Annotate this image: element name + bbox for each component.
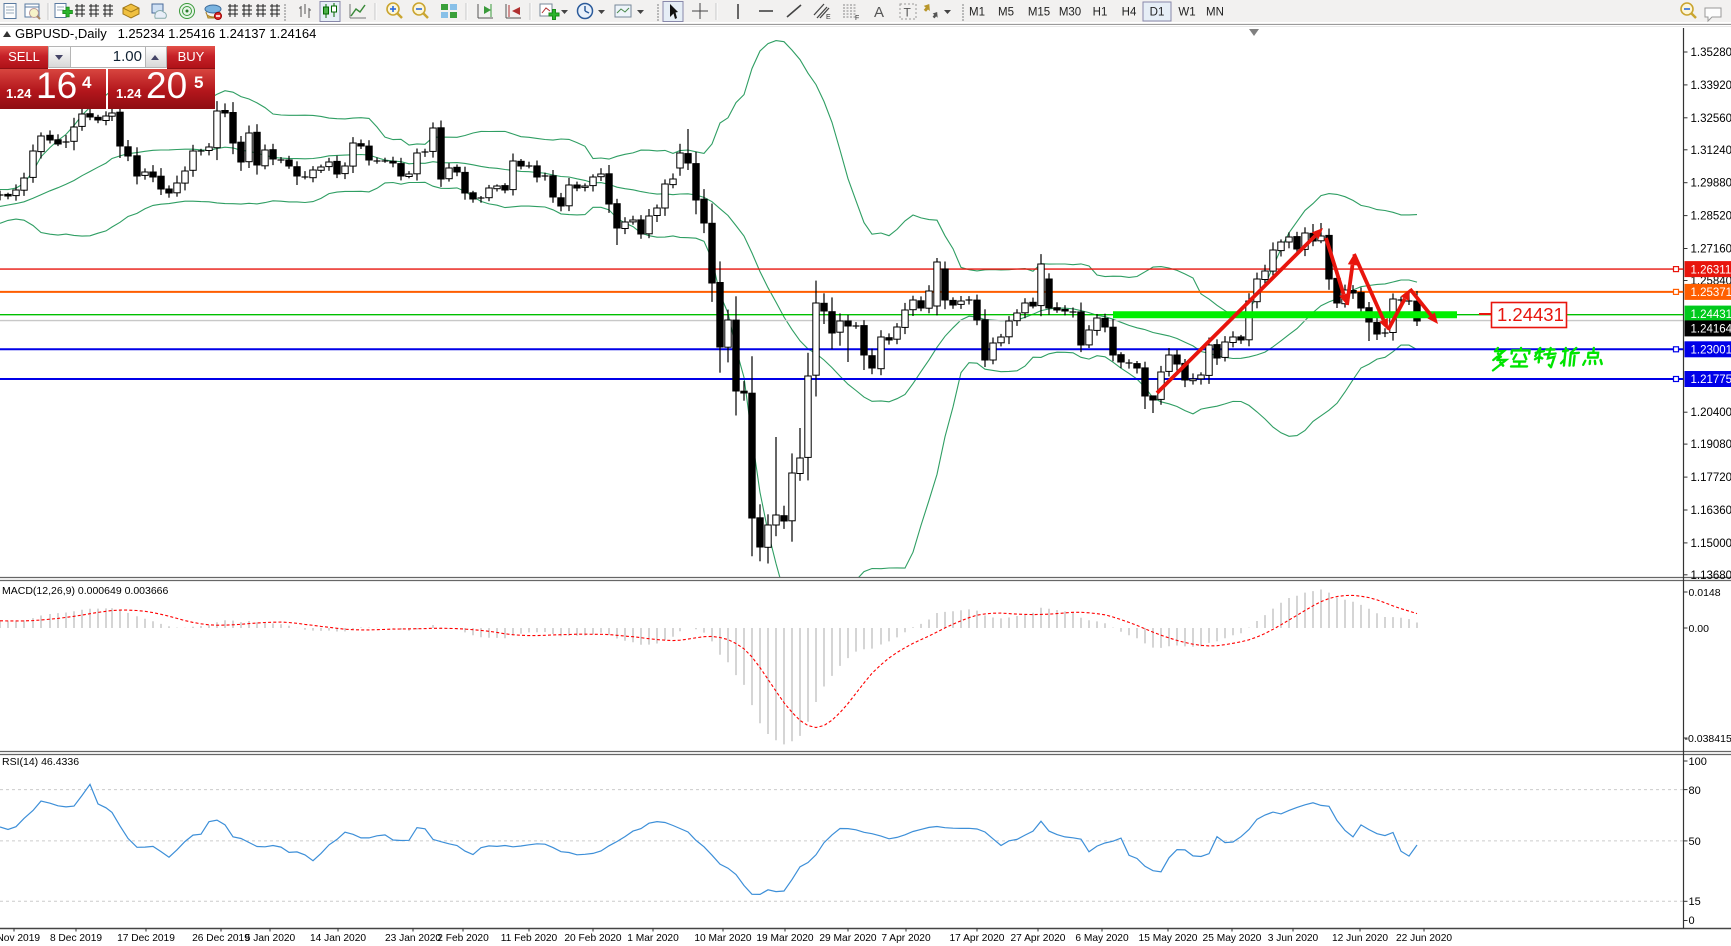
svg-text:W1: W1	[1178, 7, 1195, 19]
svg-text:15 May 2020: 15 May 2020	[1139, 933, 1198, 944]
svg-text:1.29880: 1.29880	[1691, 178, 1731, 190]
svg-text:1.24431: 1.24431	[1497, 304, 1564, 325]
svg-text:22 Jun 2020: 22 Jun 2020	[1396, 933, 1452, 944]
svg-text:11 Feb 2020: 11 Feb 2020	[501, 933, 558, 944]
svg-text:E: E	[826, 14, 831, 21]
svg-text:6 May 2020: 6 May 2020	[1075, 933, 1129, 944]
svg-text:1.16360: 1.16360	[1691, 505, 1731, 517]
svg-text:H4: H4	[1122, 7, 1137, 19]
svg-text:8 Nov 2019: 8 Nov 2019	[0, 933, 40, 944]
svg-text:1.23001: 1.23001	[1691, 345, 1731, 357]
svg-text:1.19080: 1.19080	[1691, 439, 1731, 451]
svg-text:19 Mar 2020: 19 Mar 2020	[756, 933, 814, 944]
svg-text:8 Dec 2019: 8 Dec 2019	[50, 933, 102, 944]
svg-text:1.24431: 1.24431	[1691, 309, 1731, 321]
svg-text:29 Mar 2020: 29 Mar 2020	[819, 933, 877, 944]
svg-text:7 Apr 2020: 7 Apr 2020	[881, 933, 931, 944]
svg-text:1 Mar 2020: 1 Mar 2020	[627, 933, 679, 944]
svg-text:1.13680: 1.13680	[1691, 570, 1731, 582]
svg-text:MACD(12,26,9) 0.000649 0.00366: MACD(12,26,9) 0.000649 0.003666	[2, 585, 169, 597]
svg-text:M1: M1	[969, 7, 985, 19]
svg-text:3 Jun 2020: 3 Jun 2020	[1268, 933, 1319, 944]
svg-text:100: 100	[1689, 756, 1707, 768]
svg-text:50: 50	[1689, 836, 1701, 848]
svg-text:-0.038415: -0.038415	[1685, 733, 1731, 745]
svg-text:D1: D1	[1150, 7, 1165, 19]
svg-text:17 Apr 2020: 17 Apr 2020	[950, 933, 1005, 944]
svg-text:1.33920: 1.33920	[1691, 80, 1731, 92]
svg-text:0.00: 0.00	[1689, 623, 1710, 635]
svg-text:2 Feb 2020: 2 Feb 2020	[437, 933, 489, 944]
svg-text:1.28520: 1.28520	[1691, 211, 1731, 223]
svg-text:5 Jan 2020: 5 Jan 2020	[245, 933, 296, 944]
svg-text:1.35280: 1.35280	[1691, 47, 1731, 59]
svg-text:10 Mar 2020: 10 Mar 2020	[694, 933, 752, 944]
svg-text:1.21775: 1.21775	[1691, 374, 1731, 386]
svg-text:A: A	[874, 4, 884, 21]
svg-text:80: 80	[1689, 785, 1701, 797]
svg-text:1.17720: 1.17720	[1691, 472, 1731, 484]
svg-text:1.24164: 1.24164	[1691, 324, 1731, 336]
svg-text:GBPUSD-,Daily 1.25234 1.2541: GBPUSD-,Daily 1.25234 1.25416 1.24137 1.…	[15, 26, 316, 41]
svg-text:20 Feb 2020: 20 Feb 2020	[564, 933, 622, 944]
svg-text:M15: M15	[1028, 7, 1050, 19]
svg-text:17 Dec 2019: 17 Dec 2019	[117, 933, 175, 944]
svg-text:15: 15	[1689, 896, 1701, 908]
svg-text:23 Jan 2020: 23 Jan 2020	[385, 933, 441, 944]
svg-text:M30: M30	[1059, 7, 1081, 19]
svg-text:1.27160: 1.27160	[1691, 244, 1731, 256]
svg-text:1.31240: 1.31240	[1691, 145, 1731, 157]
svg-text:M5: M5	[998, 7, 1014, 19]
svg-text:0.0148: 0.0148	[1689, 587, 1721, 599]
svg-text:RSI(14) 46.4336: RSI(14) 46.4336	[2, 756, 79, 768]
svg-text:1.20400: 1.20400	[1691, 407, 1731, 419]
svg-text:MN: MN	[1206, 7, 1224, 19]
svg-text:1.32560: 1.32560	[1691, 113, 1731, 125]
svg-text:25 May 2020: 25 May 2020	[1203, 933, 1262, 944]
svg-text:1.15000: 1.15000	[1691, 538, 1731, 550]
svg-text:14 Jan 2020: 14 Jan 2020	[310, 933, 366, 944]
svg-text:F: F	[855, 15, 859, 22]
svg-text:T: T	[904, 6, 912, 20]
svg-text:0: 0	[1689, 915, 1695, 927]
svg-text:1.26311: 1.26311	[1691, 264, 1731, 276]
svg-text:H1: H1	[1093, 7, 1108, 19]
svg-text:12 Jun 2020: 12 Jun 2020	[1332, 933, 1388, 944]
svg-text:1.25371: 1.25371	[1691, 287, 1731, 299]
svg-text:27 Apr 2020: 27 Apr 2020	[1011, 933, 1066, 944]
svg-text:26 Dec 2019: 26 Dec 2019	[192, 933, 250, 944]
